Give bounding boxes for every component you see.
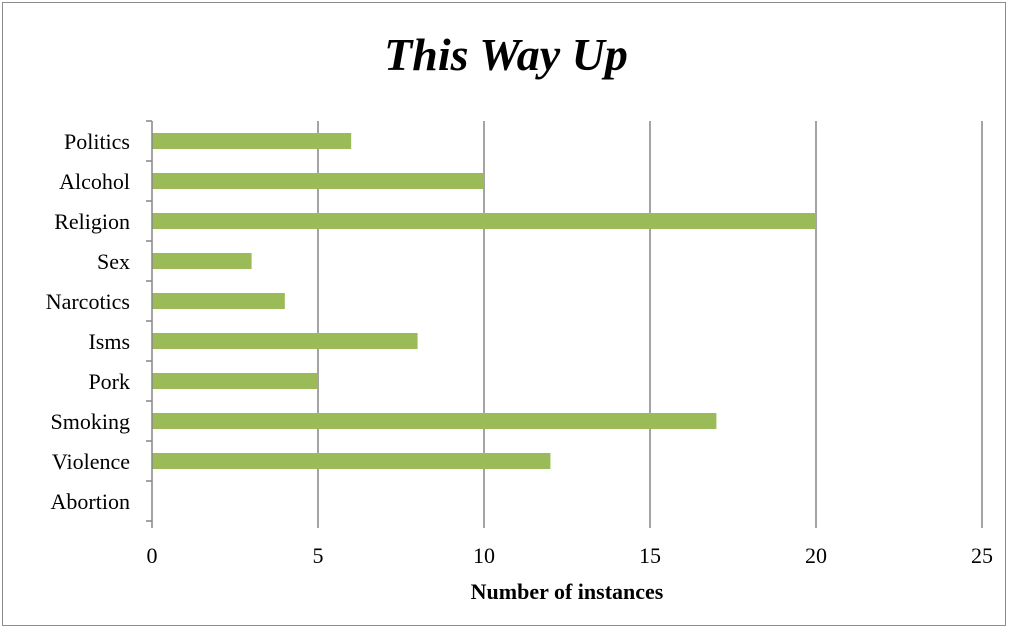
bar-narcotics xyxy=(152,293,285,309)
x-tick-labels: 0 5 10 15 20 25 xyxy=(147,543,994,568)
x-tick-label: 5 xyxy=(313,543,324,568)
bar-politics xyxy=(152,133,352,149)
bar-isms xyxy=(152,333,418,349)
category-label-pork: Pork xyxy=(88,369,130,394)
x-tick-label: 25 xyxy=(971,543,993,568)
bar-religion xyxy=(152,213,816,229)
x-tick-label: 10 xyxy=(473,543,495,568)
chart-title: This Way Up xyxy=(384,29,628,80)
category-label-abortion: Abortion xyxy=(51,489,130,514)
bar-pork xyxy=(152,373,318,389)
category-label-sex: Sex xyxy=(97,249,130,274)
bars xyxy=(152,133,816,469)
bar-violence xyxy=(152,453,551,469)
category-label-violence: Violence xyxy=(52,449,130,474)
bar-alcohol xyxy=(152,173,484,189)
category-label-isms: Isms xyxy=(88,329,130,354)
x-tick-label: 20 xyxy=(805,543,827,568)
axes xyxy=(146,120,983,528)
bar-sex xyxy=(152,253,252,269)
category-label-narcotics: Narcotics xyxy=(46,289,130,314)
x-axis-title: Number of instances xyxy=(471,579,664,604)
category-label-alcohol: Alcohol xyxy=(59,169,130,194)
x-tick-label: 0 xyxy=(147,543,158,568)
chart-area xyxy=(2,2,1006,626)
category-label-smoking: Smoking xyxy=(51,409,130,434)
bar-smoking xyxy=(152,413,717,429)
category-label-politics: Politics xyxy=(64,129,130,154)
category-labels: Politics Alcohol Religion Sex Narcotics Isms P… xyxy=(46,129,130,514)
x-tick-label: 15 xyxy=(639,543,661,568)
category-label-religion: Religion xyxy=(54,209,130,234)
